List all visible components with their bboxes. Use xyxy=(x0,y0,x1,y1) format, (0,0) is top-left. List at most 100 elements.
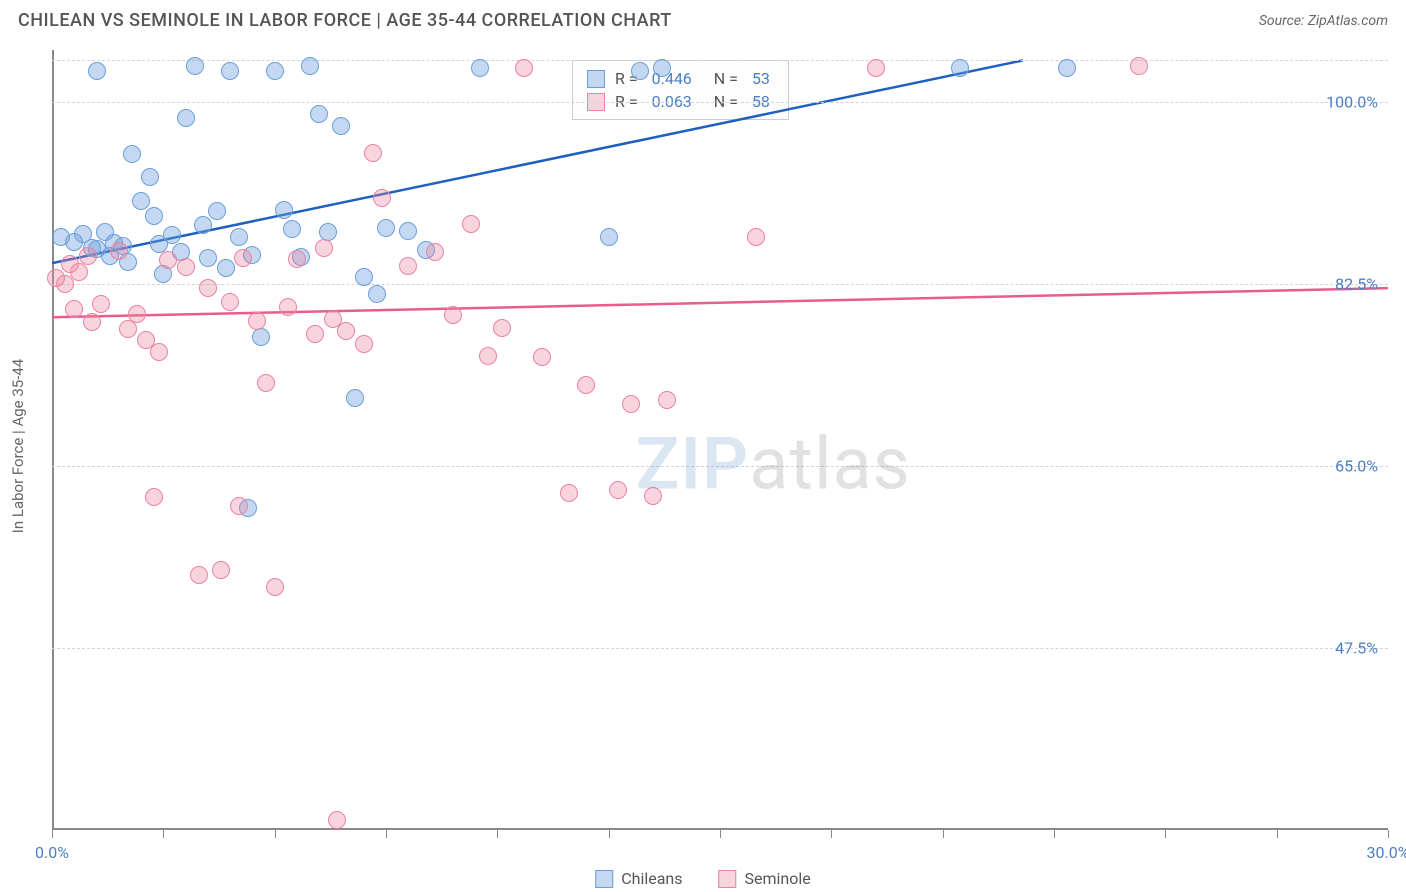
data-point xyxy=(653,59,671,77)
data-point xyxy=(92,295,110,313)
data-point xyxy=(194,216,212,234)
trend-lines xyxy=(52,50,1388,830)
data-point xyxy=(163,226,181,244)
data-point xyxy=(337,322,355,340)
data-point xyxy=(288,250,306,268)
xtick xyxy=(497,830,498,838)
trend-line xyxy=(52,60,1023,263)
bottom-legend-item: Seminole xyxy=(719,869,811,888)
ytick-label: 82.5% xyxy=(1335,275,1378,294)
xtick-label: 30.0% xyxy=(1367,843,1406,862)
data-point xyxy=(399,257,417,275)
data-point xyxy=(658,391,676,409)
data-point xyxy=(1130,57,1148,75)
legend-swatch xyxy=(595,870,613,888)
gridline xyxy=(52,60,1388,61)
data-point xyxy=(110,242,128,260)
data-point xyxy=(199,249,217,267)
data-point xyxy=(283,220,301,238)
ytick-label: 100.0% xyxy=(1326,93,1378,112)
xtick xyxy=(720,830,721,838)
xtick xyxy=(943,830,944,838)
data-point xyxy=(212,561,230,579)
data-point xyxy=(252,328,270,346)
gridline xyxy=(52,648,1388,649)
data-point xyxy=(373,189,391,207)
chart-plot-area: R =0.446 N =53R =0.063 N =58 47.5% 65.0% 8… xyxy=(52,50,1388,830)
data-point xyxy=(208,202,226,220)
xtick xyxy=(831,830,832,838)
data-point xyxy=(141,168,159,186)
data-point xyxy=(332,117,350,135)
legend-n-value: 53 xyxy=(748,69,774,88)
data-point xyxy=(83,313,101,331)
data-point xyxy=(867,59,885,77)
data-point xyxy=(355,335,373,353)
gridline xyxy=(52,102,1388,103)
ytick-label: 47.5% xyxy=(1335,639,1378,658)
data-point xyxy=(301,57,319,75)
legend-row: R =0.446 N =53 xyxy=(587,67,774,90)
correlation-legend: R =0.446 N =53R =0.063 N =58 xyxy=(572,60,789,120)
data-point xyxy=(79,247,97,265)
data-point xyxy=(328,811,346,829)
ytick-label: 65.0% xyxy=(1335,457,1378,476)
data-point xyxy=(128,305,146,323)
data-point xyxy=(346,389,364,407)
data-point xyxy=(199,279,217,297)
data-point xyxy=(444,306,462,324)
y-axis-label: In Labor Force | Age 35-44 xyxy=(9,359,27,533)
data-point xyxy=(631,62,649,80)
legend-swatch xyxy=(719,870,737,888)
bottom-legend: Chileans Seminole xyxy=(595,869,811,888)
data-point xyxy=(88,62,106,80)
xtick xyxy=(275,830,276,838)
data-point xyxy=(248,312,266,330)
data-point xyxy=(145,207,163,225)
data-point xyxy=(230,228,248,246)
data-point xyxy=(266,62,284,80)
data-point xyxy=(747,228,765,246)
data-point xyxy=(190,566,208,584)
xtick xyxy=(1388,830,1389,838)
data-point xyxy=(306,325,324,343)
axis-left xyxy=(52,50,54,830)
data-point xyxy=(123,145,141,163)
data-point xyxy=(279,298,297,316)
data-point xyxy=(266,578,284,596)
data-point xyxy=(315,239,333,257)
data-point xyxy=(644,487,662,505)
data-point xyxy=(951,59,969,77)
data-point xyxy=(186,57,204,75)
data-point xyxy=(221,62,239,80)
data-point xyxy=(257,374,275,392)
xtick xyxy=(609,830,610,838)
data-point xyxy=(368,285,386,303)
gridline xyxy=(52,284,1388,285)
legend-swatch xyxy=(587,70,605,88)
data-point xyxy=(65,300,83,318)
data-point xyxy=(533,348,551,366)
data-point xyxy=(622,395,640,413)
bottom-legend-item: Chileans xyxy=(595,869,682,888)
data-point xyxy=(221,293,239,311)
xtick xyxy=(1277,830,1278,838)
data-point xyxy=(150,343,168,361)
data-point xyxy=(577,376,595,394)
data-point xyxy=(377,219,395,237)
xtick xyxy=(52,830,53,838)
bottom-legend-label: Seminole xyxy=(745,869,811,888)
data-point xyxy=(600,228,618,246)
data-point xyxy=(275,201,293,219)
data-point xyxy=(234,249,252,267)
data-point xyxy=(479,347,497,365)
data-point xyxy=(355,268,373,286)
data-point xyxy=(230,497,248,515)
xtick xyxy=(1165,830,1166,838)
data-point xyxy=(364,144,382,162)
data-point xyxy=(493,319,511,337)
data-point xyxy=(159,251,177,269)
xtick xyxy=(163,830,164,838)
bottom-legend-label: Chileans xyxy=(621,869,682,888)
data-point xyxy=(471,59,489,77)
